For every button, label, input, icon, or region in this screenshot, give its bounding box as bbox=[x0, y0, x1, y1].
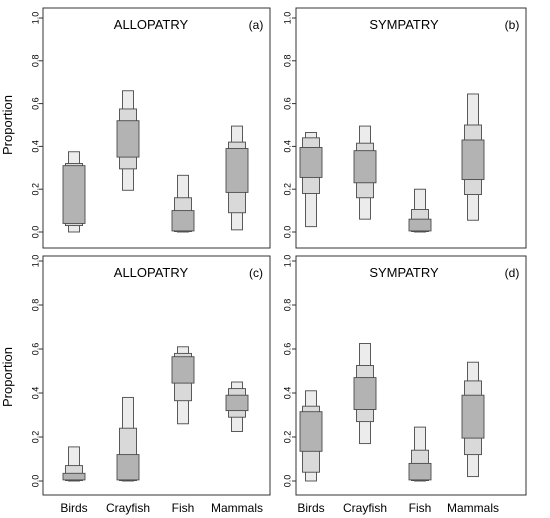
y-tick-label: 0.0 bbox=[30, 475, 40, 488]
y-tick-label: 0.2 bbox=[30, 183, 40, 196]
y-tick-label: 0.2 bbox=[282, 431, 292, 444]
inner-range bbox=[408, 462, 432, 481]
inner-range bbox=[299, 411, 323, 452]
box-fish bbox=[171, 174, 195, 233]
inner-range bbox=[171, 356, 195, 384]
x-tick-label: Mammals bbox=[447, 501, 499, 515]
box-birds bbox=[62, 151, 86, 233]
box-mammals bbox=[461, 93, 485, 221]
box-fish bbox=[171, 346, 195, 425]
panel-label: (b) bbox=[505, 18, 520, 32]
inner-range bbox=[408, 218, 432, 232]
inner-range bbox=[225, 148, 249, 193]
y-tick-label: 0.4 bbox=[282, 387, 292, 400]
x-tick-label: Birds bbox=[60, 501, 87, 515]
box-mammals bbox=[461, 361, 485, 478]
x-tick-label: Fish bbox=[409, 501, 432, 515]
y-tick-label: 1.0 bbox=[30, 255, 40, 268]
y-tick-label: 1.0 bbox=[30, 12, 40, 25]
box-crayfish bbox=[353, 343, 377, 445]
y-tick-label: 0.8 bbox=[30, 299, 40, 312]
y-axis-label-top: Proportion bbox=[0, 95, 15, 155]
inner-range bbox=[299, 147, 323, 178]
box-birds bbox=[299, 390, 323, 482]
box-birds bbox=[62, 446, 86, 482]
box-mammals bbox=[225, 125, 249, 231]
panel-frame bbox=[295, 255, 527, 496]
box-crayfish bbox=[116, 90, 140, 191]
y-tick-label: 0.6 bbox=[282, 97, 292, 110]
panel-title: SYMPATRY bbox=[369, 265, 439, 280]
inner-range bbox=[461, 139, 485, 181]
panel-title: ALLOPATRY bbox=[114, 265, 189, 280]
inner-range bbox=[225, 394, 249, 412]
y-tick-label: 0.8 bbox=[282, 299, 292, 312]
y-tick-label: 0.6 bbox=[30, 343, 40, 356]
panel-frame bbox=[42, 255, 271, 496]
y-tick-label: 0.2 bbox=[282, 183, 292, 196]
panel-b: SYMPATRY (b) 0.0 0.2 0.4 0.6 0.8 1.0 bbox=[282, 7, 527, 249]
x-tick-label: Mammals bbox=[211, 501, 263, 515]
y-tick-label: 1.0 bbox=[282, 12, 292, 25]
inner-range bbox=[116, 120, 140, 158]
panel-frame bbox=[42, 7, 271, 249]
inner-range bbox=[353, 150, 377, 184]
x-tick-label: Fish bbox=[172, 501, 195, 515]
inner-range bbox=[461, 394, 485, 439]
panel-c: ALLOPATRY (c) 0.0 0.2 0.4 0.6 0.8 1.0 Birds Crayf… bbox=[30, 255, 271, 515]
panel-label: (c) bbox=[249, 266, 263, 280]
panel-frame bbox=[295, 7, 527, 249]
box-mammals bbox=[225, 381, 249, 432]
inner-range bbox=[62, 165, 86, 224]
inner-range bbox=[171, 210, 195, 232]
y-tick-label: 0.6 bbox=[30, 97, 40, 110]
inner-range bbox=[62, 472, 86, 481]
y-axis-label-bottom: Proportion bbox=[0, 347, 15, 407]
panel-label: (d) bbox=[505, 266, 520, 280]
y-tick-label: 0.0 bbox=[282, 475, 292, 488]
x-tick-label: Crayfish bbox=[106, 501, 150, 515]
panels: ALLOPATRY (a) 0.0 0.2 0.4 0.6 0.8 1.0 SYMPATRY (b… bbox=[30, 7, 527, 515]
panel-label: (a) bbox=[249, 18, 264, 32]
y-tick-label: 0.4 bbox=[30, 387, 40, 400]
panel-a: ALLOPATRY (a) 0.0 0.2 0.4 0.6 0.8 1.0 bbox=[30, 7, 271, 249]
panel-title: SYMPATRY bbox=[369, 17, 439, 32]
x-tick-label: Crayfish bbox=[343, 501, 387, 515]
y-tick-label: 0.0 bbox=[282, 226, 292, 239]
y-tick-label: 0.2 bbox=[30, 431, 40, 444]
box-birds bbox=[299, 132, 323, 228]
box-crayfish bbox=[116, 396, 140, 482]
x-tick-label: Birds bbox=[297, 501, 324, 515]
inner-range bbox=[353, 377, 377, 410]
box-fish bbox=[408, 426, 432, 482]
panel-d: SYMPATRY (d) 0.0 0.2 0.4 0.6 0.8 1.0 Birds Crayfi… bbox=[282, 255, 527, 515]
y-tick-label: 0.0 bbox=[30, 226, 40, 239]
y-tick-label: 0.8 bbox=[282, 55, 292, 68]
y-tick-label: 0.8 bbox=[30, 55, 40, 68]
box-crayfish bbox=[353, 125, 377, 220]
box-fish bbox=[408, 188, 432, 233]
y-tick-label: 1.0 bbox=[282, 255, 292, 268]
panel-title: ALLOPATRY bbox=[114, 17, 189, 32]
y-tick-label: 0.6 bbox=[282, 343, 292, 356]
inner-range bbox=[116, 454, 140, 481]
y-tick-label: 0.4 bbox=[282, 140, 292, 153]
y-tick-label: 0.4 bbox=[30, 140, 40, 153]
